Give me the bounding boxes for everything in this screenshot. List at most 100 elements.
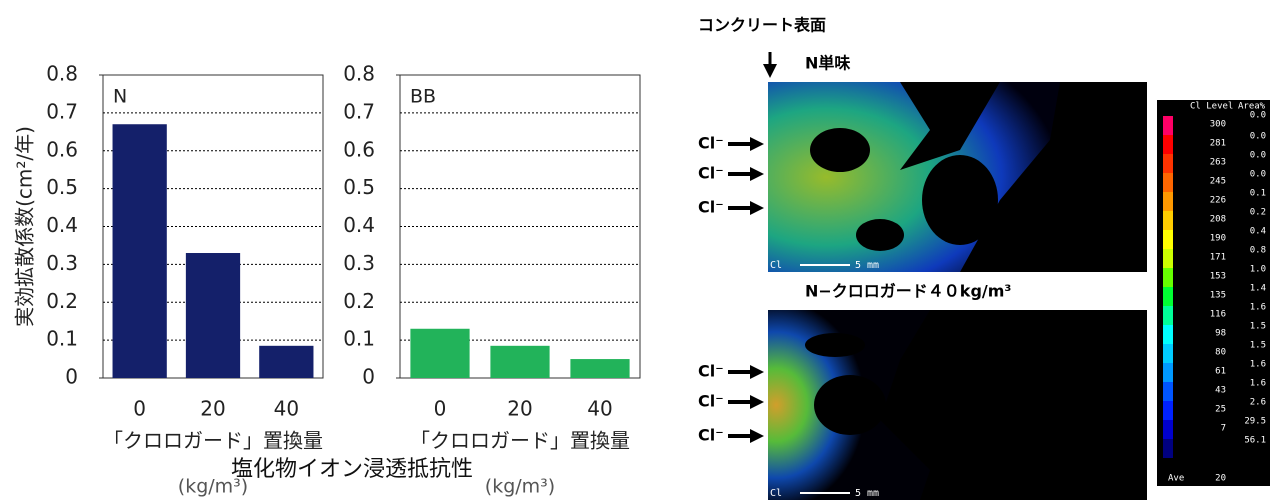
figure: 0 0.1 0.2 0.3 0.4 0.5 0.6 0.7 0.8 N 0 20 40 「クロロガード」置… (0, 0, 1274, 500)
element-label: Cl (770, 260, 782, 271)
bar (490, 346, 549, 378)
area-label: 0.4 (1250, 227, 1266, 237)
level-label: 80 (1215, 348, 1226, 358)
area-label: 0.2 (1250, 208, 1266, 218)
arrow-head (750, 201, 764, 215)
y-tick-label: 0.7 (343, 99, 375, 123)
x-axis-unit: (kg/m³) (485, 476, 555, 498)
ion-label: Cl⁻ (698, 426, 724, 445)
color-swatch (1163, 268, 1173, 287)
ave-value: 20 (1215, 474, 1226, 484)
y-tick-label: 0.4 (343, 213, 375, 237)
x-axis-label: 「クロロガード」置換量 (103, 429, 323, 453)
y-tick-label: 0.7 (46, 99, 78, 123)
area-label: 0.0 (1250, 132, 1266, 142)
scale-label: 5 mm (855, 260, 879, 271)
color-swatch (1163, 135, 1173, 154)
arrow-head (750, 167, 764, 181)
level-label: 208 (1210, 215, 1226, 225)
y-tick-label: 0.1 (343, 327, 375, 351)
level-label: 153 (1210, 272, 1226, 282)
arrow-head (750, 365, 764, 379)
x-tick-label: 40 (274, 397, 299, 421)
ion-label: Cl⁻ (698, 134, 724, 153)
color-swatch (1163, 249, 1173, 268)
area-label: 0.0 (1250, 170, 1266, 180)
arrow-head (750, 429, 764, 443)
x-tick-label: 0 (434, 397, 447, 421)
scale-label: 5 mm (855, 488, 879, 499)
ion-label: Cl⁻ (698, 198, 724, 217)
area-label: 0.1 (1250, 189, 1266, 199)
color-swatch (1163, 306, 1173, 325)
x-tick-label: 20 (200, 397, 225, 421)
color-swatch (1163, 154, 1173, 173)
area-label: 1.5 (1250, 341, 1266, 351)
level-label: 226 (1210, 196, 1226, 206)
y-tick-label: 0 (362, 365, 375, 389)
y-tick-label: 0 (65, 365, 78, 389)
color-swatch (1163, 116, 1173, 135)
level-label: 7 (1221, 424, 1226, 434)
epma-image (768, 310, 1147, 500)
color-swatch (1163, 173, 1173, 192)
bar (570, 359, 629, 378)
y-axis-label: 実効拡散係数(cm²/年) (13, 126, 37, 327)
arrow-head (750, 395, 764, 409)
x-tick-label: 0 (133, 397, 146, 421)
y-tick-label: 0.3 (46, 251, 78, 275)
caption: 塩化物イオン浸透抵抗性 (231, 457, 473, 482)
y-tick-label: 0.2 (46, 289, 78, 313)
panel-label: N (113, 86, 127, 108)
y-tick-label: 0.4 (46, 213, 78, 237)
color-swatch (1163, 325, 1173, 344)
level-label: 116 (1210, 310, 1226, 320)
area-label: 29.5 (1244, 417, 1266, 427)
ion-label: Cl⁻ (698, 362, 724, 381)
panel-label: BB (410, 86, 436, 108)
area-label: 1.5 (1250, 322, 1266, 332)
bar (186, 253, 240, 378)
level-label: 300 (1210, 120, 1226, 130)
y-tick-label: 0.8 (46, 62, 78, 86)
panel-title: N−クロロガード４０kg/m³ (805, 282, 1011, 301)
x-tick-label: 40 (587, 397, 612, 421)
area-label: 1.6 (1250, 360, 1266, 370)
y-tick-label: 0.6 (343, 137, 375, 161)
level-label: 263 (1210, 158, 1226, 168)
y-tick-label: 0.6 (46, 137, 78, 161)
area-label: 0.0 (1250, 151, 1266, 161)
area-label: 1.0 (1250, 265, 1266, 275)
color-swatch (1163, 211, 1173, 230)
area-label: 56.1 (1244, 436, 1266, 446)
color-swatch (1163, 363, 1173, 382)
level-label: 43 (1215, 386, 1226, 396)
level-label: 135 (1210, 291, 1226, 301)
color-swatch (1163, 420, 1173, 439)
color-swatch (1163, 439, 1173, 458)
panel-title: N単味 (805, 54, 850, 73)
y-tick-label: 0.3 (343, 251, 375, 275)
level-label: 25 (1215, 405, 1226, 415)
bar (113, 124, 167, 378)
y-tick-label: 0.5 (46, 175, 78, 199)
area-label: 1.6 (1250, 303, 1266, 313)
level-label: 61 (1215, 367, 1226, 377)
y-tick-label: 0.1 (46, 327, 78, 351)
ave-label: Ave (1168, 474, 1184, 484)
area-label: 1.4 (1250, 284, 1266, 294)
y-tick-label: 0.5 (343, 175, 375, 199)
arrow-head (750, 137, 764, 151)
color-swatch (1163, 230, 1173, 249)
area-label: 0.0 (1250, 111, 1266, 121)
surface-label: コンクリート表面 (698, 16, 826, 35)
level-label: 171 (1210, 253, 1226, 263)
arrow-head (763, 64, 777, 78)
area-label: 0.8 (1250, 246, 1266, 256)
level-label: 98 (1215, 329, 1226, 339)
x-axis-label: 「クロロガード」置換量 (410, 429, 630, 453)
x-tick-label: 20 (507, 397, 532, 421)
element-label: Cl (770, 488, 782, 499)
level-label: 245 (1210, 177, 1226, 187)
bar (259, 346, 313, 378)
